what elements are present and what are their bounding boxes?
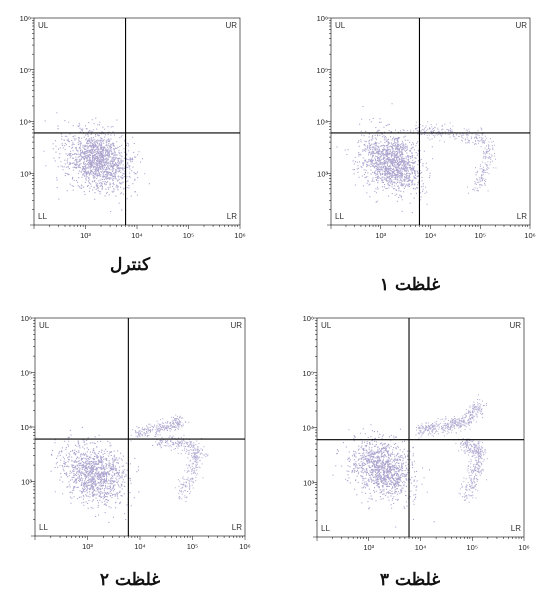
population-1: [50, 426, 154, 523]
y-tick-label: 10⁵: [21, 369, 32, 378]
x-tick-label: 10³: [363, 543, 374, 552]
quadrant-label-lr: LR: [511, 524, 521, 533]
y-tick-label: 10⁶: [303, 314, 314, 323]
quadrant-label-ur: UR: [230, 321, 242, 330]
population-3: [455, 438, 488, 503]
panel-caption: غلظت ۳: [380, 570, 440, 590]
quadrant-label-ur: UR: [509, 321, 521, 330]
quadrant-label-ll: LL: [321, 524, 330, 533]
x-tick-label: 10³: [375, 231, 386, 240]
dot-cloud: [50, 426, 154, 523]
panel-3: 10³ 10⁴ 10⁵ 10⁶ 10⁶ 10⁵ 10⁴ 10³ UL UR LL LR غلظت ۲: [20, 314, 250, 590]
quadrant-label-ur: UR: [225, 21, 237, 30]
quadrant-label-lr: LR: [227, 212, 237, 221]
population-1: [336, 103, 434, 214]
quadrant-label-ll: LL: [39, 523, 48, 532]
dot-trail: [151, 434, 209, 502]
event-dots: [332, 394, 488, 528]
quadrant-label-ul: UL: [335, 21, 346, 30]
quadrant-label-lr: LR: [517, 212, 527, 221]
x-tick-label: 10⁶: [524, 231, 535, 240]
dot-cloud: [332, 424, 435, 528]
x-tick-label: 10⁶: [518, 543, 529, 552]
quadrant-label-ll: LL: [38, 212, 47, 221]
y-tick-label: 10⁴: [19, 118, 31, 127]
x-tick-label: 10⁵: [183, 231, 194, 240]
y-tick-label: 10⁴: [302, 424, 314, 433]
event-dots: [50, 414, 209, 523]
panel-1: 10³ 10⁴ 10⁵ 10⁶ 10⁶ 10⁵ 10⁴ 10³ UL UR LL LR کنترل: [19, 14, 245, 275]
y-tick-label: 10⁵: [303, 369, 314, 378]
x-tick-label: 10³: [80, 231, 91, 240]
y-tick-label: 10³: [303, 478, 314, 487]
population-2: [406, 121, 497, 194]
x-tick-label: 10⁵: [475, 231, 486, 240]
panel-caption: غلظت ۲: [100, 570, 160, 590]
x-tick-label: 10⁵: [187, 542, 198, 551]
population-1: [43, 112, 150, 213]
plot-frame: [330, 17, 531, 226]
y-tick-label: 10³: [21, 478, 32, 487]
dot-trail: [455, 438, 488, 503]
event-dots: [336, 103, 497, 214]
y-tick-label: 10⁵: [20, 66, 31, 75]
dot-trail: [130, 414, 190, 442]
axis-ticks: [30, 17, 241, 229]
y-tick-label: 10³: [20, 169, 31, 178]
population-1: [332, 424, 435, 528]
dot-trail: [415, 394, 488, 439]
axis-ticks: [31, 317, 246, 540]
y-tick-label: 10⁶: [21, 314, 32, 323]
population-3: [151, 434, 209, 502]
x-tick-label: 10⁴: [134, 542, 146, 551]
quadrant-label-ll: LL: [335, 212, 344, 221]
y-tick-label: 10⁶: [20, 14, 31, 23]
dot-cloud: [43, 112, 150, 213]
event-dots: [43, 112, 150, 213]
population-2: [415, 394, 488, 439]
axis-ticks: [313, 317, 525, 541]
x-tick-label: 10⁶: [239, 542, 250, 551]
y-tick-label: 10³: [317, 169, 328, 178]
dot-trail: [406, 121, 497, 194]
quadrant-label-ur: UR: [515, 21, 527, 30]
axis-ticks: [327, 17, 531, 229]
quadrant-label-lr: LR: [232, 523, 242, 532]
plot-frame: [33, 17, 241, 226]
x-tick-label: 10⁶: [234, 231, 245, 240]
population-2: [130, 414, 190, 442]
x-tick-label: 10⁴: [415, 543, 427, 552]
x-tick-label: 10³: [82, 542, 93, 551]
y-tick-label: 10⁴: [316, 118, 328, 127]
quadrant-label-ul: UL: [321, 321, 332, 330]
quadrant-label-ul: UL: [38, 21, 49, 30]
x-tick-label: 10⁴: [131, 231, 143, 240]
panel-caption: کنترل: [110, 255, 151, 275]
panel-caption: غلظت ۱: [380, 275, 440, 295]
panel-2: 10³ 10⁴ 10⁵ 10⁶ 10⁶ 10⁵ 10⁴ 10³ UL UR LL LR غلظت ۱: [316, 14, 535, 295]
dot-cloud: [336, 103, 434, 214]
y-tick-label: 10⁴: [20, 423, 32, 432]
panel-4: 10³ 10⁴ 10⁵ 10⁶ 10⁶ 10⁵ 10⁴ 10³ UL UR LL LR غلظت ۳: [302, 314, 529, 590]
y-tick-label: 10⁶: [317, 14, 328, 23]
x-tick-label: 10⁴: [425, 231, 437, 240]
quadrant-label-ul: UL: [39, 321, 50, 330]
x-tick-label: 10⁵: [467, 543, 478, 552]
y-tick-label: 10⁵: [317, 66, 328, 75]
plot-frame: [34, 317, 246, 537]
